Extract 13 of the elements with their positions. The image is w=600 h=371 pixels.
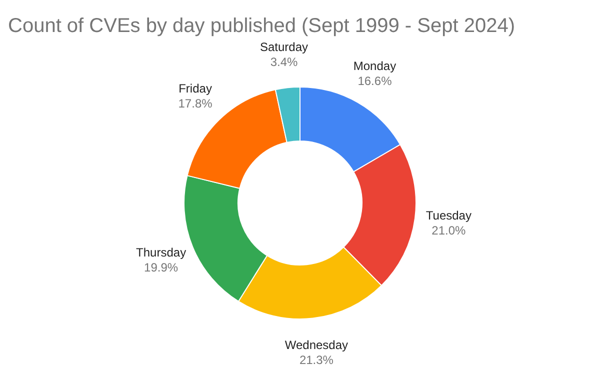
slice-label: Monday bbox=[353, 58, 396, 73]
slice-label: Wednesday bbox=[284, 338, 348, 352]
data-label: 3.4% bbox=[270, 54, 298, 69]
data-label: 21.0% bbox=[432, 224, 466, 238]
data-label: 19.9% bbox=[144, 260, 178, 275]
data-label: 16.6% bbox=[358, 74, 392, 88]
data-label: 17.8% bbox=[178, 96, 213, 111]
slice-label: Saturday bbox=[260, 40, 308, 54]
data-label: 21.3% bbox=[299, 353, 334, 368]
slice-label: Tuesday bbox=[426, 208, 472, 223]
slice-label: Thursday bbox=[136, 246, 186, 260]
slice-label: Friday bbox=[178, 82, 212, 96]
chart-title: Count of CVEs by day published (Sept 1999 - Sept 2024) bbox=[8, 15, 515, 37]
